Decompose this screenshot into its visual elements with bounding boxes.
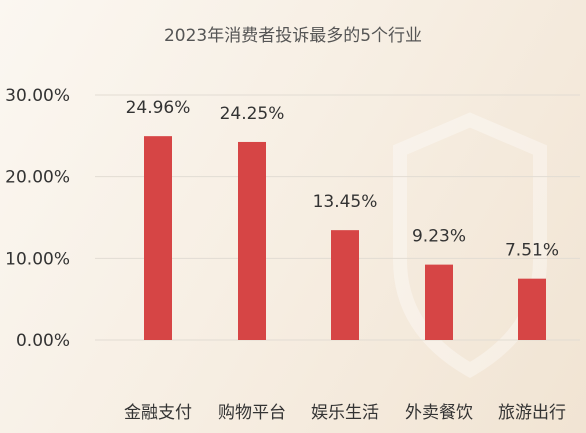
x-category-label: 购物平台 [218, 403, 286, 423]
data-label: 9.23% [412, 227, 466, 247]
data-label: 24.25% [220, 104, 285, 124]
y-axis-ticks: 0.00% 10.00% 20.00% 30.00% [5, 86, 70, 351]
bar [425, 264, 453, 340]
x-category-label: 娱乐生活 [311, 403, 379, 423]
data-labels: 24.96% 24.25% 13.45% 9.23% 7.51% [126, 98, 559, 261]
data-label: 13.45% [313, 192, 378, 212]
x-axis-categories: 金融支付 购物平台 娱乐生活 外卖餐饮 旅游出行 [124, 403, 566, 423]
x-category-label: 金融支付 [124, 403, 192, 423]
y-tick-label: 30.00% [5, 86, 70, 106]
data-label: 24.96% [126, 98, 191, 118]
y-tick-label: 10.00% [5, 249, 70, 269]
data-label: 7.51% [505, 241, 559, 261]
y-tick-label: 0.00% [16, 331, 70, 351]
x-category-label: 旅游出行 [498, 403, 566, 423]
chart-title: 2023年消费者投诉最多的5个行业 [164, 26, 422, 46]
bar [238, 141, 266, 340]
y-tick-label: 20.00% [5, 168, 70, 188]
bars [144, 136, 546, 340]
bar [331, 230, 359, 340]
bar [518, 278, 546, 340]
bar [144, 136, 172, 340]
x-category-label: 外卖餐饮 [405, 403, 473, 423]
